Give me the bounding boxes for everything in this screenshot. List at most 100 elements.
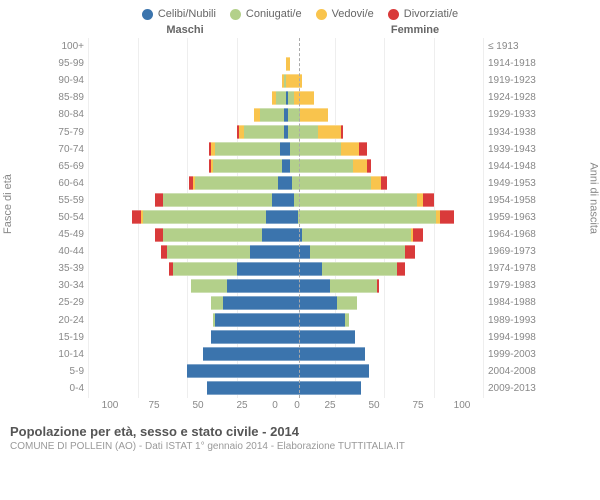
bar-segment <box>286 296 337 310</box>
legend-item: Divorziati/e <box>388 8 458 20</box>
pyramid-row: 70-741939-1943 <box>50 141 540 158</box>
bar-segment <box>187 364 286 378</box>
year-label: 1924-1928 <box>484 92 540 103</box>
year-label: 1989-1993 <box>484 315 540 326</box>
year-label: 1934-1938 <box>484 127 540 138</box>
male-header: Maschi <box>70 24 300 36</box>
female-bar <box>286 228 484 242</box>
pyramid-row: 100+≤ 1913 <box>50 38 540 55</box>
year-label: 1949-1953 <box>484 178 540 189</box>
bar-segment <box>262 228 286 242</box>
year-label: ≤ 1913 <box>484 41 540 52</box>
female-bar <box>286 40 484 54</box>
x-axis: 0255075100 0255075100 <box>88 400 484 418</box>
bar-segment <box>244 125 284 139</box>
male-bar <box>88 176 286 190</box>
female-bar <box>286 262 484 276</box>
male-bar <box>88 381 286 395</box>
bar-segment <box>191 279 227 293</box>
female-bar <box>286 125 484 139</box>
x-tick: 25 <box>308 400 352 418</box>
female-bar <box>286 245 484 259</box>
bar-segment <box>359 142 367 156</box>
pyramid-row: 25-291984-1988 <box>50 294 540 311</box>
bar-segment <box>337 296 357 310</box>
bar-segment <box>294 193 417 207</box>
age-label: 60-64 <box>50 178 88 189</box>
bar-segment <box>290 142 341 156</box>
bar-segment <box>286 57 290 71</box>
bar-segment <box>371 176 381 190</box>
age-label: 65-69 <box>50 161 88 172</box>
age-label: 40-44 <box>50 246 88 257</box>
pyramid-row: 55-59 1954-1958 <box>50 192 540 209</box>
year-label: 1969-1973 <box>484 246 540 257</box>
age-label: 5-9 <box>50 366 88 377</box>
age-label: 15-19 <box>50 332 88 343</box>
x-tick: 75 <box>132 400 176 418</box>
year-label: 2004-2008 <box>484 366 540 377</box>
bar-segment <box>163 193 272 207</box>
year-label: 1939-1943 <box>484 144 540 155</box>
bar-segment <box>143 210 266 224</box>
male-bar <box>88 364 286 378</box>
year-label: 2009-2013 <box>484 383 540 394</box>
bar-segment <box>207 381 286 395</box>
legend-label: Divorziati/e <box>404 8 458 20</box>
female-header: Femmine <box>300 24 530 36</box>
bar-segment <box>155 228 163 242</box>
chart-title: Popolazione per età, sesso e stato civil… <box>10 424 590 439</box>
x-tick: 100 <box>88 400 132 418</box>
bar-segment <box>203 347 286 361</box>
year-label: 1954-1958 <box>484 195 540 206</box>
bar-segment <box>286 381 361 395</box>
bar-segment <box>286 245 310 259</box>
male-bar <box>88 142 286 156</box>
bar-segment <box>298 210 437 224</box>
x-tick: 0 <box>264 400 286 418</box>
bar-segment <box>413 228 423 242</box>
legend-label: Vedovi/e <box>332 8 374 20</box>
female-bar <box>286 313 484 327</box>
female-bar <box>286 364 484 378</box>
bar-segment <box>302 228 411 242</box>
age-label: 85-89 <box>50 92 88 103</box>
bar-segment <box>132 210 142 224</box>
male-bar <box>88 108 286 122</box>
age-label: 25-29 <box>50 297 88 308</box>
pyramid-row: 50-541959-1963 <box>50 209 540 226</box>
year-label: 1994-1998 <box>484 332 540 343</box>
female-bar <box>286 159 484 173</box>
pyramid-row: 40-44 1969-1973 <box>50 243 540 260</box>
bar-segment <box>377 279 379 293</box>
female-bar <box>286 330 484 344</box>
legend-swatch <box>388 9 399 20</box>
pyramid-row: 80-841929-1933 <box>50 106 540 123</box>
bar-segment <box>294 91 314 105</box>
legend: Celibi/NubiliConiugati/eVedovi/eDivorzia… <box>0 0 600 24</box>
female-bar <box>286 142 484 156</box>
bar-segment <box>288 125 318 139</box>
age-label: 55-59 <box>50 195 88 206</box>
male-bar <box>88 296 286 310</box>
male-bar <box>88 193 286 207</box>
x-tick: 75 <box>396 400 440 418</box>
bar-segment <box>367 159 371 173</box>
x-axis-male: 0255075100 <box>88 400 286 418</box>
bar-segment <box>341 125 343 139</box>
male-bar <box>88 57 286 71</box>
legend-item: Celibi/Nubili <box>142 8 216 20</box>
bar-segment <box>318 125 342 139</box>
bar-segment <box>215 142 280 156</box>
female-bar <box>286 347 484 361</box>
male-bar <box>88 347 286 361</box>
bar-segment <box>237 262 287 276</box>
bar-segment <box>215 313 286 327</box>
year-label: 1999-2003 <box>484 349 540 360</box>
bar-segment <box>286 193 294 207</box>
bar-segment <box>286 210 298 224</box>
bar-segment <box>211 330 286 344</box>
bar-segment <box>173 262 236 276</box>
bar-segment <box>195 176 278 190</box>
x-tick: 100 <box>440 400 484 418</box>
